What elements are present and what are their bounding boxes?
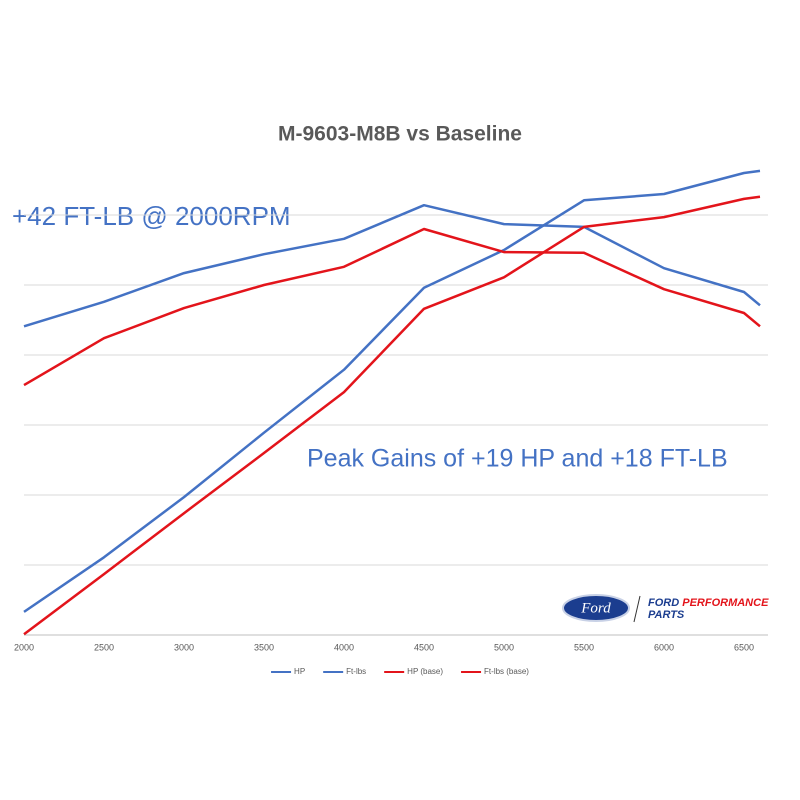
x-tick-label: 2500 <box>94 642 114 652</box>
x-tick-label: 3000 <box>174 642 194 652</box>
x-tick-label: 4500 <box>414 642 434 652</box>
annotation: +42 FT-LB @ 2000RPM <box>12 201 291 231</box>
x-tick-label: 6000 <box>654 642 674 652</box>
x-tick-label: 2000 <box>14 642 34 652</box>
annotation: Peak Gains of +19 HP and +18 FT-LB <box>307 445 728 473</box>
legend-label: HP <box>294 667 305 676</box>
x-tick-label: 5000 <box>494 642 514 652</box>
x-tick-label: 3500 <box>254 642 274 652</box>
chart-title: M-9603-M8B vs Baseline <box>278 123 522 146</box>
logo-emblem: Ford <box>580 600 611 616</box>
logo-word: PERFORMANCE <box>682 597 769 609</box>
logo: Ford FORD PERFORMANCE PARTS <box>562 594 769 623</box>
legend-label: HP (base) <box>407 667 443 676</box>
series-line <box>23 169 761 613</box>
logo-divider <box>633 595 641 623</box>
series-line <box>23 195 761 636</box>
logo-word: FORD <box>648 597 679 609</box>
series-line <box>23 203 761 328</box>
logo-line2: PARTS <box>648 609 685 621</box>
x-tick-label: 5500 <box>574 642 594 652</box>
x-tick-label: 4000 <box>334 642 354 652</box>
logo-line1: FORD PERFORMANCE <box>648 597 769 609</box>
x-tick-label: 6500 <box>734 642 754 652</box>
legend-label: Ft-lbs <box>346 667 366 676</box>
series-line <box>23 227 761 387</box>
logo-oval <box>562 594 630 622</box>
legend: HP Ft-lbs HP (base) Ft-lbs (base) <box>271 667 529 676</box>
legend-label: Ft-lbs (base) <box>484 667 529 676</box>
